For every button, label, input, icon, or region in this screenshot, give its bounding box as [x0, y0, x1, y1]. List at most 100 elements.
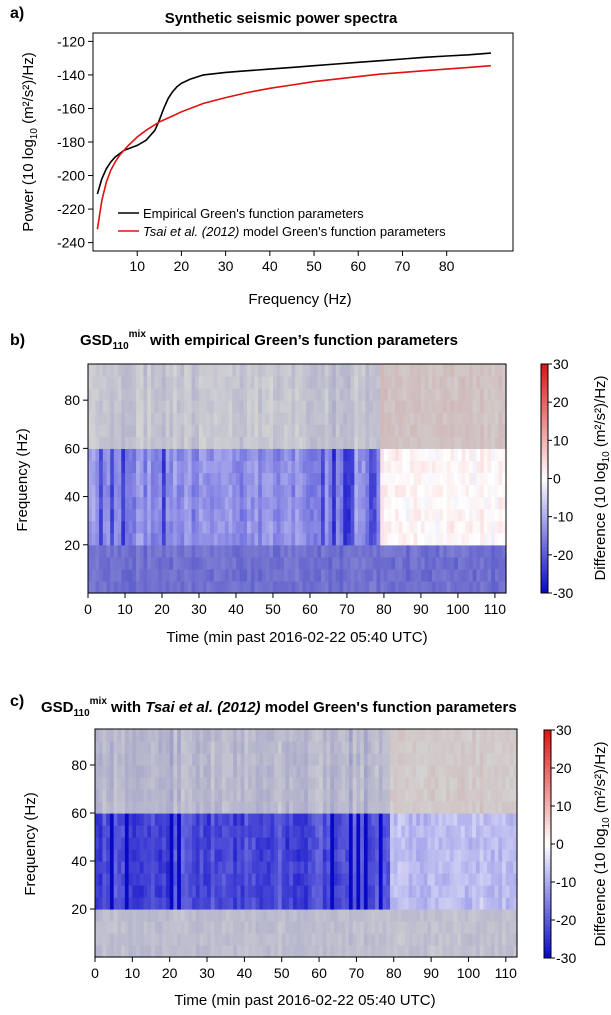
heatmap-cell	[302, 364, 307, 377]
heatmap-cell	[475, 765, 481, 778]
heatmap-cell	[136, 400, 141, 413]
heatmap-cell	[248, 741, 253, 754]
heatmap-cell	[468, 789, 473, 802]
heatmap-cell	[251, 933, 257, 946]
heatmap-cell	[382, 873, 387, 886]
heatmap-cell	[487, 436, 492, 449]
heatmap-cell	[313, 472, 318, 486]
heatmap-cell	[412, 837, 417, 850]
heatmap-cell	[109, 921, 115, 934]
heatmap-cell	[304, 849, 309, 862]
heatmap-cell	[291, 508, 296, 522]
heatmap-cell	[337, 837, 343, 850]
heatmap-cell	[180, 825, 186, 838]
heatmap-cell	[434, 813, 440, 826]
heatmap-cell	[255, 885, 260, 898]
heatmap-cell	[154, 801, 160, 814]
heatmap-cell	[479, 801, 484, 814]
colorbar-swatch	[544, 745, 551, 750]
heatmap-cell	[382, 741, 387, 754]
x-tick-label: 20	[154, 601, 170, 617]
heatmap-cell	[102, 789, 107, 802]
heatmap-cell	[274, 849, 279, 862]
heatmap-cell	[154, 580, 159, 594]
heatmap-cell	[404, 873, 410, 886]
heatmap-cell	[121, 508, 126, 522]
colorbar-swatch	[541, 516, 548, 521]
heatmap-cell	[292, 813, 298, 826]
heatmap-cell	[491, 568, 496, 582]
heatmap-cell	[250, 448, 256, 462]
heatmap-cell	[213, 400, 219, 413]
heatmap-cell	[513, 933, 518, 946]
heatmap-cell	[276, 460, 281, 474]
heatmap-cell	[261, 472, 267, 486]
heatmap-cell	[413, 532, 418, 546]
heatmap-cell	[372, 520, 378, 534]
heatmap-cell	[206, 556, 211, 570]
heatmap-cell	[315, 825, 320, 838]
heatmap-cell	[228, 520, 233, 534]
heatmap-cell	[147, 921, 152, 934]
heatmap-cell	[113, 496, 119, 510]
heatmap-cell	[229, 897, 234, 910]
heatmap-cell	[91, 436, 96, 449]
heatmap-cell	[265, 424, 270, 437]
heatmap-cell	[228, 436, 233, 449]
heatmap-cell	[300, 825, 305, 838]
heatmap-cell	[334, 837, 339, 850]
heatmap-cell	[150, 412, 156, 425]
heatmap-cell	[88, 460, 93, 474]
heatmap-cell	[397, 849, 402, 862]
heatmap-cell	[509, 801, 514, 814]
heatmap-cell	[453, 765, 458, 778]
heatmap-cell	[461, 472, 466, 486]
heatmap-cell	[132, 400, 137, 413]
heatmap-cell	[416, 849, 421, 862]
heatmap-cell	[291, 448, 296, 462]
heatmap-cell	[132, 532, 137, 546]
heatmap-cell	[365, 580, 370, 594]
heatmap-cell	[207, 897, 212, 910]
heatmap-cell	[367, 777, 372, 790]
heatmap-cell	[151, 777, 156, 790]
heatmap-cell	[269, 544, 274, 558]
heatmap-cell	[442, 765, 447, 778]
heatmap-cell	[417, 448, 422, 462]
heatmap-cell	[117, 460, 122, 474]
heatmap-cell	[98, 885, 104, 898]
heatmap-cell	[423, 825, 428, 838]
heatmap-cell	[378, 945, 384, 958]
heatmap-cell	[188, 789, 193, 802]
heatmap-cell	[298, 460, 304, 474]
heatmap-cell	[361, 496, 367, 510]
heatmap-cell	[431, 909, 436, 922]
colorbar-swatch	[544, 942, 551, 948]
heatmap-cell	[188, 801, 193, 814]
heatmap-cell	[255, 741, 260, 754]
heatmap-cell	[332, 580, 337, 594]
heatmap-cell	[464, 933, 470, 946]
heatmap-cell	[446, 753, 451, 766]
heatmap-cell	[483, 921, 488, 934]
heatmap-cell	[106, 532, 111, 546]
heatmap-cell	[117, 813, 122, 826]
heatmap-cell	[121, 849, 126, 862]
heatmap-cell	[259, 777, 264, 790]
heatmap-cell	[165, 580, 170, 594]
heatmap-cell	[214, 741, 219, 754]
heatmap-cell	[356, 741, 361, 754]
heatmap-cell	[498, 825, 503, 838]
heatmap-cell	[207, 801, 212, 814]
heatmap-cell	[272, 508, 278, 522]
heatmap-cell	[449, 765, 455, 778]
heatmap-cell	[450, 580, 455, 594]
heatmap-cell	[187, 460, 193, 474]
heatmap-cell	[177, 777, 182, 790]
heatmap-cell	[315, 873, 320, 886]
heatmap-cell	[165, 508, 170, 522]
heatmap-cell	[326, 849, 331, 862]
heatmap-cell	[298, 448, 304, 462]
heatmap-cell	[162, 813, 167, 826]
heatmap-cell	[339, 388, 344, 401]
